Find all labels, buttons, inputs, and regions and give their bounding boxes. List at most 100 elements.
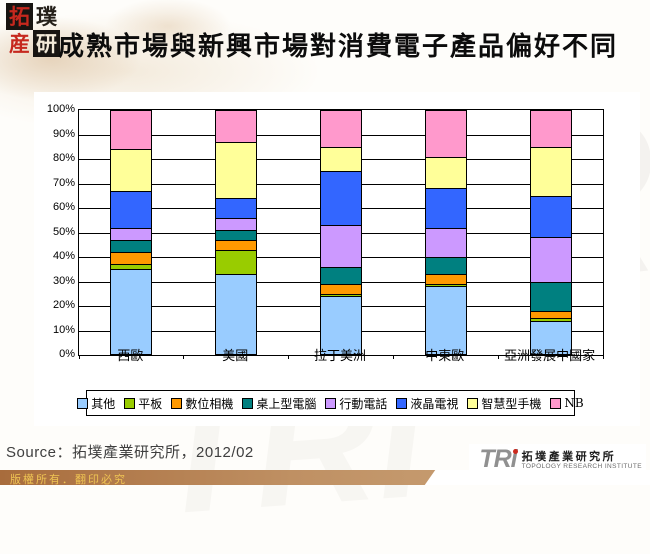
copyright-bar-cut [424,470,650,485]
bar-segment [110,269,153,355]
legend-swatch-icon [325,397,337,409]
y-axis-tick-label: 10% [52,323,75,336]
legend-item: NB [550,396,584,410]
plot-area [78,109,604,359]
legend-label: 智慧型手機 [481,396,542,411]
bar-segment [529,146,572,197]
legend-label: 平板 [138,396,163,411]
seal-char-4: 研 [33,30,60,57]
y-axis-tick-label: 100% [46,103,75,115]
legend-item: 智慧型手機 [467,395,541,412]
legend-item: 其他 [77,395,115,412]
source-text: Source：拓墣產業研究所，2012/02 [6,444,254,461]
x-axis-tick [78,355,80,359]
chart-legend: 其他 平板 數位相機 桌上型電腦 行動電話 液晶電視 智慧型手機 NB [77,390,584,416]
legend-item: 桌上型電腦 [242,395,316,412]
bar-segment [424,227,467,258]
stacked-bar-chart: 0% 10% 20% 30% 40% 50% 60% 70% 80% 90% 100% 西歐 美國 拉丁… [34,92,640,426]
bar-segment [215,198,258,219]
tri-logo-name-zh: 拓墣產業研究所 [521,450,617,463]
legend-swatch-icon [550,397,562,409]
bar-segment [110,227,153,241]
bar-segment [424,110,467,158]
bar-segment [320,296,362,355]
y-axis-tick-label: 30% [52,274,75,287]
seal-char-1: 拓 [6,3,33,30]
x-axis-category-label: 中東歐 [425,349,465,364]
bar-segment [529,110,572,148]
bar-segment [215,217,258,232]
x-axis-category-label: 西歐 [117,349,144,364]
bar-segment [424,257,467,276]
bar-segment [320,283,362,295]
legend-item: 數位相機 [171,395,233,412]
x-axis-tick [288,355,290,359]
bar-segment [424,156,467,190]
bar-segment [320,171,362,227]
y-axis-tick-label: 20% [52,299,75,311]
category-bar [320,110,362,355]
bar-segment [110,110,153,151]
bar-segment [110,190,153,229]
copyright-bar: 版權所有．翻印必究 [0,470,650,486]
tri-logo-name-en: TOPOLOGY RESEARCH INSTITUTE [521,463,642,470]
y-axis-tick-label: 80% [52,152,75,164]
y-axis-tick-label: 60% [52,201,75,213]
seal-char-3: 産 [9,31,30,56]
bar-segment [110,252,153,266]
tri-seal-logo: 拓 璞 産 研 [6,3,60,57]
bar-segment [215,249,258,276]
page-title: 成熟市場與新興市場對消費電子產品偏好不同 [58,32,619,62]
x-axis-tick [392,355,394,359]
y-axis-tick-label: 70% [52,176,75,189]
category-bar [529,110,572,355]
legend-label: 液晶電視 [410,396,459,411]
x-axis-tick [183,355,185,359]
tri-logo-red-dot-icon [512,449,518,454]
bar-segment [529,310,572,320]
bar-segment [110,149,153,192]
bar-segment [320,266,362,285]
legend-label: 行動電話 [339,396,388,411]
bar-segment [215,230,258,241]
tri-logo-acronym-text: TRi [479,445,517,473]
bar-segment [215,239,258,251]
legend-swatch-icon [171,397,183,409]
tri-footer-logo: TRi 拓墣產業研究所 TOPOLOGY RESEARCH INSTITUTE [469,444,646,472]
legend-swatch-icon [396,397,408,409]
bar-segment [110,239,153,254]
legend-label: 桌上型電腦 [256,396,317,411]
legend-swatch-icon [77,397,89,409]
y-axis-tick-label: 40% [52,250,75,262]
x-axis-category-label: 亞洲發展中國家 [504,349,596,364]
bar-segment [215,110,258,143]
bar-segment [215,274,258,355]
tri-logo-acronym: TRi [479,445,518,473]
x-axis-tick [497,355,499,359]
legend-item: 液晶電視 [396,395,458,412]
bar-segment [424,274,467,285]
legend-label: 其他 [91,396,116,411]
y-axis-tick-label: 50% [52,225,75,238]
legend-swatch-icon [467,397,479,409]
tri-logo-names: 拓墣產業研究所 TOPOLOGY RESEARCH INSTITUTE [522,451,642,471]
category-bar [110,110,153,355]
legend-item: 行動電話 [325,395,387,412]
legend-item: 平板 [124,395,162,412]
legend-swatch-icon [124,397,136,409]
seal-char-2: 璞 [36,4,57,29]
bar-segment [320,110,362,148]
bar-segment [320,225,362,268]
y-axis-tick-label: 90% [52,127,75,140]
y-axis-tick-label: 0% [59,348,75,360]
bar-segment [424,286,467,355]
bar-segment [215,141,258,200]
legend-swatch-icon [242,397,254,409]
copyright-text: 版權所有．翻印必究 [10,473,127,486]
x-axis-category-label: 拉丁美洲 [313,349,366,364]
x-axis-category-label: 美國 [222,349,249,364]
bar-segment [320,146,362,173]
x-axis-tick [602,355,604,359]
legend-label: 數位相機 [185,396,234,411]
bar-segment [529,195,572,239]
